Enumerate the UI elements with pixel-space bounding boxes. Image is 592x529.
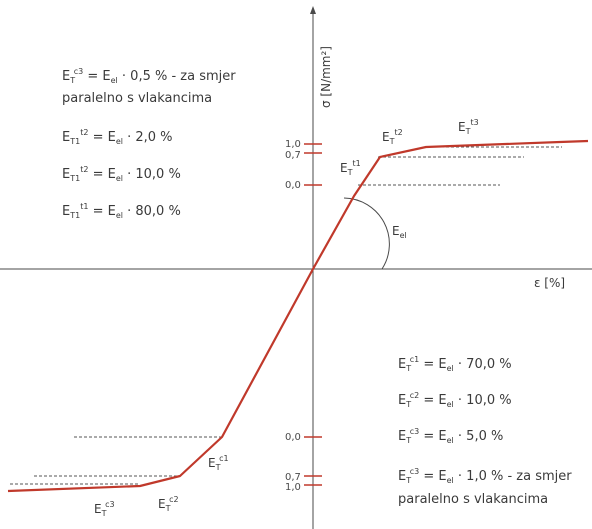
y-axis-label: σ [N/mm²]	[319, 46, 333, 108]
label-Ec1: ETc1	[208, 454, 229, 472]
tick-label-neg-0-7: 0,7	[285, 472, 301, 483]
tick-label-pos-1-0: 1,0	[285, 139, 301, 150]
label-Ec3: ETc3	[94, 500, 115, 518]
tension-equation-1: ETc3 = Eel · 0,5 % - za smjer	[62, 67, 236, 85]
tension-equation-4: ET1t1 = Eel · 80,0 %	[62, 202, 181, 220]
tick-label-neg-1-0: 1,0	[285, 482, 301, 493]
compression-equation-1: ETc1 = Eel · 70,0 %	[398, 355, 512, 373]
compression-equation-2: ETc2 = Eel · 10,0 %	[398, 391, 512, 409]
label-Et11: ETt1	[340, 159, 361, 177]
tension-equation-3: ET1t2 = Eel · 10,0 %	[62, 165, 181, 183]
label-Et13: ETt3	[458, 118, 479, 136]
tension-equation-1-cont: paralelno s vlakancima	[62, 91, 212, 106]
compression-equation-3: ETc3 = Eel · 5,0 %	[398, 427, 503, 445]
label-Eel: Eel	[392, 224, 407, 240]
svg-text:ET1t1 = Eel · 80,0 %: ET1t1 = Eel · 80,0 %	[62, 202, 181, 220]
stress-strain-curve	[7, 139, 589, 493]
tick-label-pos-0-7: 0,7	[285, 150, 301, 161]
label-Et12: ETt2	[382, 128, 403, 146]
svg-text:ETc3 = Eel · 1,0 % - za smjer: ETc3 = Eel · 1,0 % - za smjer	[398, 467, 572, 485]
svg-text:ETc3 = Eel · 5,0 %: ETc3 = Eel · 5,0 %	[398, 427, 503, 445]
svg-text:ETc1 = Eel · 70,0 %: ETc1 = Eel · 70,0 %	[398, 355, 512, 373]
compression-equation-4-cont: paralelno s vlakancima	[398, 492, 548, 507]
tick-label-pos-0-0: 0,0	[285, 180, 301, 191]
svg-text:ETc2 = Eel · 10,0 %: ETc2 = Eel · 10,0 %	[398, 391, 512, 409]
svg-text:ET1t2 = Eel · 2,0 %: ET1t2 = Eel · 2,0 %	[62, 128, 173, 146]
y-axis-arrow	[310, 6, 316, 14]
label-Ec2: ETc2	[158, 495, 179, 513]
tension-equation-2: ET1t2 = Eel · 2,0 %	[62, 128, 173, 146]
svg-text:ET1t2 = Eel · 10,0 %: ET1t2 = Eel · 10,0 %	[62, 165, 181, 183]
x-axis-label: ε [%]	[534, 276, 565, 290]
elastic-angle-arc	[343, 197, 390, 270]
tick-label-neg-0-0: 0,0	[285, 432, 301, 443]
compression-equation-4: ETc3 = Eel · 1,0 % - za smjer	[398, 467, 572, 485]
svg-text:ETc3 = Eel · 0,5 % - za smjer: ETc3 = Eel · 0,5 % - za smjer	[62, 67, 236, 85]
